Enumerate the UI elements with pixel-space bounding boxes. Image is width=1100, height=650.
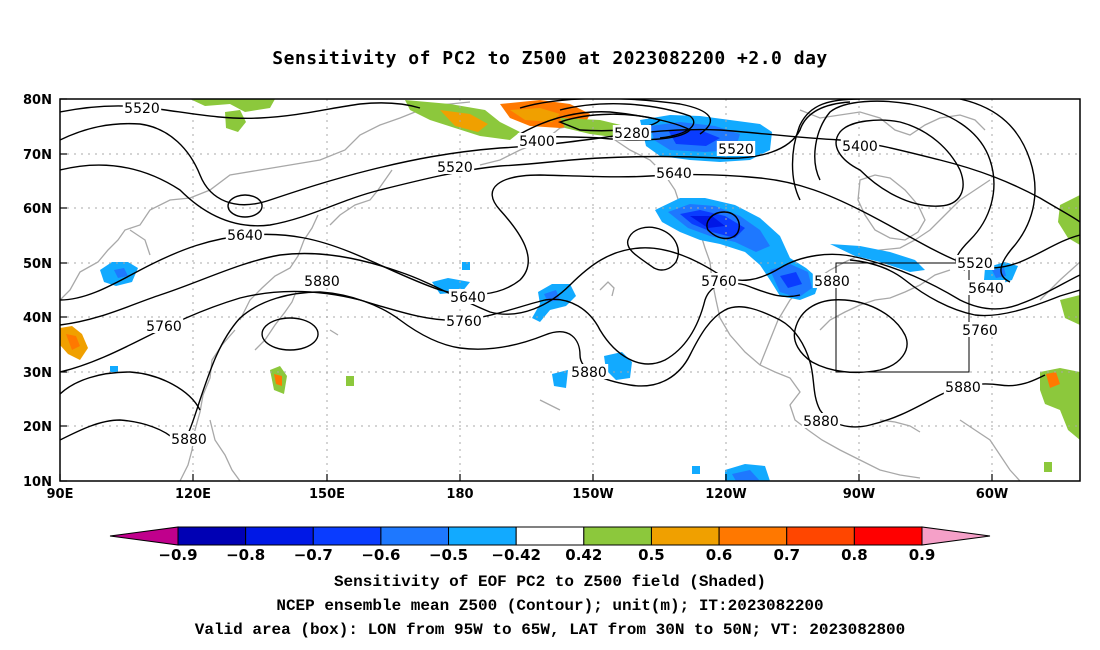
contour-label-bg — [943, 379, 983, 394]
contour-label: 5880 — [803, 414, 839, 430]
colorbar-label: −0.42 — [491, 546, 541, 564]
contour-label: 5880 — [814, 274, 850, 290]
colorbar-label: −0.8 — [226, 546, 265, 564]
lat-label: 30N — [23, 366, 52, 381]
contour-label: 5520 — [437, 160, 473, 176]
contour-labels: 5520 5400 5280 5520 5400 5520 5640 5640 5520 5880… — [122, 100, 1006, 448]
contour-label: 5280 — [614, 126, 650, 142]
colorbar-swatch — [448, 526, 517, 546]
contour-label: 5640 — [656, 166, 692, 182]
caption-line-2: NCEP ensemble mean Z500 (Contour); unit(… — [276, 597, 824, 615]
colorbar-swatch — [312, 526, 382, 546]
contour-label-bg — [122, 100, 162, 115]
contour-label-bg — [302, 273, 342, 288]
lat-label: 40N — [23, 311, 52, 326]
colorbar-label: −0.5 — [429, 546, 468, 564]
lon-label: 90W — [843, 487, 875, 502]
contour-label: 5520 — [957, 256, 993, 272]
colorbar-label: 0.42 — [565, 546, 602, 564]
colorbar-swatch — [177, 526, 247, 546]
lon-label: 180 — [446, 487, 473, 502]
lat-labels: 80N 70N 60N 50N 40N 30N 20N 10N — [23, 93, 52, 490]
contour-label: 5760 — [146, 319, 182, 335]
contour-label-bg — [569, 364, 609, 379]
lat-label: 70N — [23, 148, 52, 163]
colorbar-label: 0.5 — [638, 546, 665, 564]
colorbar-label: 0.9 — [909, 546, 936, 564]
contour-label-bg — [448, 289, 488, 304]
lon-label: 60W — [976, 487, 1008, 502]
contour-label-bg — [144, 318, 184, 333]
contour-label-bg — [444, 313, 484, 328]
colorbar-label: 0.8 — [841, 546, 868, 564]
contour-label-bg — [812, 273, 852, 288]
colorbar-label: −0.6 — [361, 546, 400, 564]
colorbar-swatch — [650, 526, 720, 546]
caption-line-1: Sensitivity of EOF PC2 to Z500 field (Sh… — [333, 573, 767, 591]
colorbar-label: 0.7 — [773, 546, 800, 564]
colorbar-label: −0.9 — [158, 546, 197, 564]
contour-label-bg — [517, 133, 557, 148]
lat-label: 50N — [23, 257, 52, 272]
caption-line-3: Valid area (box): LON from 95W to 65W, L… — [194, 621, 906, 639]
colorbar-swatch — [515, 526, 585, 546]
contour-label: 5760 — [446, 314, 482, 330]
contour-label-bg — [699, 273, 739, 288]
contour-label-bg — [960, 322, 1000, 337]
lat-label: 20N — [23, 420, 52, 435]
colorbar-high-triangle — [921, 526, 991, 546]
contour-label-bg — [169, 431, 209, 446]
colorbar-label: 0.6 — [706, 546, 733, 564]
contour-label: 5520 — [718, 142, 754, 158]
contour-label-bg — [801, 413, 841, 428]
lon-label: 150W — [572, 487, 613, 502]
contour-label-bg — [840, 138, 880, 153]
map-area: 5520 5400 5280 5520 5400 5520 5640 5640 5520 5880… — [60, 99, 1080, 481]
contour-label-bg — [435, 159, 475, 174]
colorbar-low-triangle — [109, 526, 179, 546]
contour-label: 5640 — [450, 290, 486, 306]
lon-label: 150E — [309, 487, 345, 502]
colorbar-label: −0.7 — [294, 546, 333, 564]
colorbar-swatch — [718, 526, 788, 546]
contour-label: 5760 — [962, 323, 998, 339]
colorbar-swatch — [583, 526, 652, 546]
contour-label-bg — [225, 227, 265, 242]
contour-label-bg — [716, 141, 756, 156]
contour-label: 5880 — [171, 432, 207, 448]
lat-label: 60N — [23, 202, 52, 217]
valid-area-box — [835, 262, 970, 373]
lon-labels: 90E 120E 150E 180 150W 120W 90W 60W — [47, 487, 1009, 502]
contour-label: 5880 — [571, 365, 607, 381]
lon-label: 90E — [47, 487, 74, 502]
contour-label: 5520 — [124, 101, 160, 117]
lon-label: 120W — [705, 487, 746, 502]
lon-label: 120E — [175, 487, 211, 502]
colorbar-swatch — [786, 526, 855, 546]
map-frame — [59, 98, 1081, 482]
colorbar-swatch — [853, 526, 923, 546]
colorbar-swatch — [380, 526, 450, 546]
contour-label: 5880 — [945, 380, 981, 396]
colorbar-swatch — [245, 526, 314, 546]
z500-contours — [60, 99, 1080, 444]
contour-label-bg — [955, 255, 995, 270]
contour-label: 5640 — [227, 228, 263, 244]
lat-label: 80N — [23, 93, 52, 108]
contour-label-bg — [612, 125, 652, 140]
contour-label: 5400 — [519, 134, 555, 150]
colorbar: −0.9 −0.8 −0.7 −0.6 −0.5 −0.42 0.42 0.5 0.6 0.7 0.… — [109, 526, 991, 564]
contour-label: 5880 — [304, 274, 340, 290]
contour-label-bg — [654, 165, 694, 180]
contour-label: 5760 — [701, 274, 737, 290]
contour-label-bg — [966, 280, 1006, 295]
contour-label: 5640 — [968, 281, 1004, 297]
axis-ticks — [59, 98, 993, 482]
lat-label: 10N — [23, 475, 52, 490]
map-title: Sensitivity of PC2 to Z500 at 2023082200… — [272, 48, 828, 69]
contour-label: 5400 — [842, 139, 878, 155]
